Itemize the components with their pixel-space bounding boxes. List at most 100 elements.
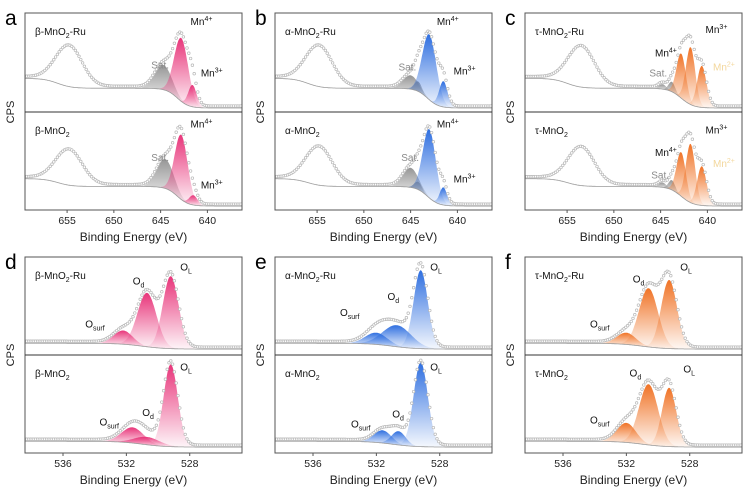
envelope-point: [53, 157, 58, 162]
envelope-point: [683, 336, 687, 340]
sample-label-tail: -Ru: [568, 27, 584, 38]
envelope-point: [188, 56, 193, 61]
peak-annotation: Sat.: [151, 153, 169, 164]
envelope-point: [419, 261, 423, 265]
envelope-point: [187, 51, 191, 55]
envelope-point: [46, 65, 51, 69]
envelope-point: [84, 67, 88, 72]
envelope-point: [562, 60, 567, 65]
envelope-point: [676, 151, 680, 156]
envelope-point: [79, 57, 83, 62]
peak-annotation: Od: [630, 369, 642, 382]
envelope-point: [428, 405, 432, 410]
sample-label-main: τ-MnO: [535, 369, 564, 380]
envelope-point: [661, 274, 666, 278]
envelope-point: [75, 154, 79, 158]
envelope-point: [399, 174, 403, 178]
envelope-point: [410, 160, 414, 165]
envelope-point: [688, 132, 693, 136]
envelope-point: [323, 149, 328, 153]
envelope-point: [670, 388, 675, 392]
envelope-point: [597, 68, 601, 72]
envelope-point: [167, 148, 171, 152]
envelope-point: [305, 52, 310, 57]
envelope-point: [147, 78, 151, 83]
envelope-point: [192, 182, 196, 187]
envelope-point: [172, 41, 177, 45]
y-axis-title: CPS: [255, 344, 267, 367]
y-axis-title: CPS: [505, 101, 517, 124]
peak-annotation-main: Mn: [201, 68, 215, 79]
envelope-point: [181, 35, 186, 39]
envelope-point: [446, 87, 450, 91]
envelope-point: [559, 165, 563, 170]
sample-label: β-MnO2-Ru: [35, 27, 86, 40]
background-line: [275, 342, 492, 350]
peak-annotation-sub: L: [691, 371, 695, 378]
envelope-point: [401, 76, 405, 81]
envelope-point: [564, 58, 569, 62]
envelope-point: [584, 147, 588, 152]
envelope-point: [158, 159, 162, 163]
envelope-point: [154, 67, 159, 71]
peak-annotation-sub: L: [688, 269, 692, 276]
envelope-point: [449, 99, 454, 103]
envelope-point: [440, 174, 445, 179]
peak-annotation: Od: [392, 410, 404, 423]
envelope-point: [620, 419, 624, 423]
envelope-point: [706, 188, 711, 192]
envelope-point: [424, 380, 428, 384]
envelope-point: [615, 426, 619, 430]
envelope-point: [424, 31, 428, 35]
envelope-point: [239, 202, 242, 206]
envelope-point: [442, 71, 446, 75]
envelope-point: [239, 345, 242, 349]
envelope-point: [678, 46, 682, 50]
background-line: [25, 178, 242, 207]
envelope-point: [631, 316, 635, 321]
envelope-point: [190, 63, 195, 67]
envelope-point: [588, 152, 592, 156]
envelope-point: [79, 159, 83, 164]
envelope-point: [640, 387, 644, 391]
peak-annotation-main: O: [180, 363, 188, 374]
envelope-point: [570, 151, 574, 155]
background-line: [525, 440, 742, 448]
peak-annotation-sub: surf: [107, 424, 119, 431]
envelope-point: [77, 156, 81, 161]
sample-label-main: β-MnO: [35, 27, 66, 38]
envelope-point: [413, 58, 418, 62]
y-axis-title: CPS: [255, 101, 267, 124]
envelope-point: [658, 387, 662, 391]
peak-annotation-sub: L: [438, 269, 442, 276]
envelope-point: [438, 171, 443, 175]
envelope-point: [178, 406, 182, 410]
x-tick-label: 536: [554, 458, 572, 470]
envelope-point: [170, 141, 175, 145]
envelope-point: [397, 176, 401, 181]
envelope-point: [138, 297, 142, 301]
envelope-point: [332, 164, 337, 168]
peak-annotation-sub: d: [140, 282, 144, 289]
envelope-point: [660, 384, 664, 389]
envelope-point: [57, 50, 61, 54]
envelope-point: [674, 159, 678, 163]
sample-label-sub: 2: [66, 132, 70, 139]
peak-annotation: Mn2+: [713, 61, 735, 73]
envelope-point: [435, 437, 439, 441]
envelope-point: [192, 72, 196, 76]
envelope-point: [329, 157, 333, 162]
envelope-point: [169, 145, 173, 149]
envelope-point: [417, 148, 421, 152]
sample-label-main: τ-MnO: [535, 126, 564, 137]
envelope-point: [669, 274, 673, 278]
envelope-point: [294, 67, 299, 71]
envelope-point: [169, 51, 173, 55]
envelope-point: [411, 389, 416, 394]
background-line: [25, 78, 242, 109]
